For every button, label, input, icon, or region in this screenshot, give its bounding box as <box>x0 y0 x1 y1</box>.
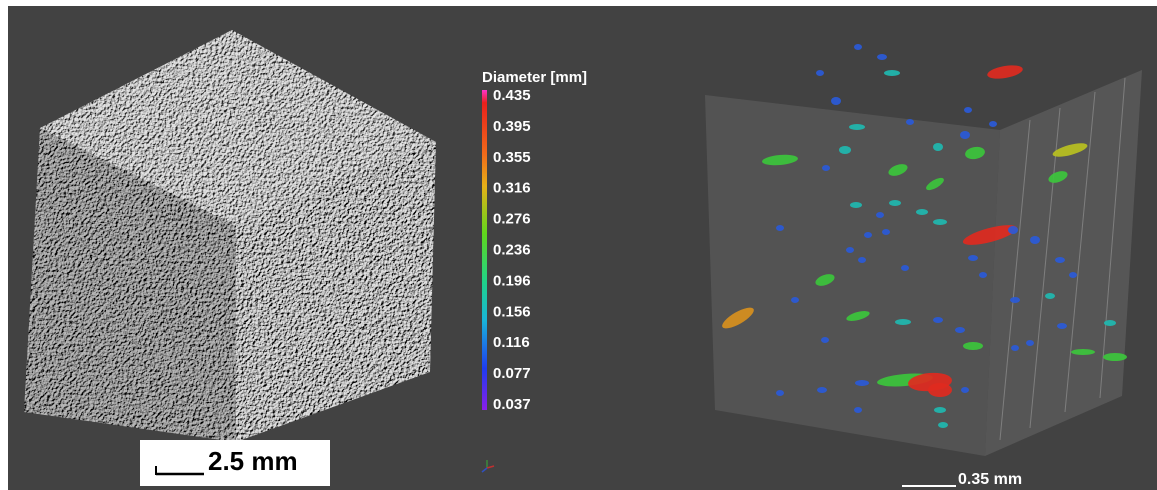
particle <box>964 107 972 113</box>
particle <box>968 255 978 261</box>
particle <box>961 387 969 393</box>
particle <box>1026 340 1034 346</box>
particle <box>1008 226 1018 234</box>
colorbar-label: 0.276 <box>493 211 531 228</box>
particle <box>933 143 943 151</box>
particle <box>884 70 900 76</box>
particle <box>822 165 830 171</box>
screenshot: 2.5 mm Diameter [mm] 0.435 0.395 0.355 0.31… <box>0 0 1157 490</box>
left-scale-bar: 2.5 mm <box>140 440 330 486</box>
particle <box>938 422 948 428</box>
particle <box>1057 323 1067 329</box>
particle <box>876 212 884 218</box>
particle <box>1011 345 1019 351</box>
particle <box>776 390 784 396</box>
particle <box>776 225 784 231</box>
colorbar-label: 0.355 <box>493 149 531 166</box>
particle <box>846 247 854 253</box>
particle <box>1071 349 1095 355</box>
colorbar-label: 0.316 <box>493 180 531 197</box>
particle <box>854 44 862 50</box>
particle <box>855 380 869 386</box>
particle <box>821 337 829 343</box>
particle <box>895 319 911 325</box>
colorbar-label: 0.037 <box>493 396 531 413</box>
colorbar-label: 0.196 <box>493 272 531 289</box>
particle <box>831 97 841 105</box>
page: 2.5 mm Diameter [mm] 0.435 0.395 0.355 0.31… <box>0 0 1157 490</box>
colorbar-label: 0.116 <box>493 334 530 351</box>
particle <box>858 257 866 263</box>
particle <box>1055 257 1065 263</box>
particle <box>928 383 952 397</box>
particle <box>791 297 799 303</box>
left-scale-label: 2.5 mm <box>208 446 298 476</box>
particle <box>933 219 947 225</box>
particle <box>1045 293 1055 299</box>
colorbar-label: 0.395 <box>493 118 531 135</box>
particle <box>877 54 887 60</box>
colorbar-label: 0.435 <box>493 87 531 104</box>
particle <box>816 70 824 76</box>
particle <box>817 387 827 393</box>
particle <box>955 327 965 333</box>
particle <box>933 317 943 323</box>
particle <box>1010 297 1020 303</box>
particle <box>864 232 872 238</box>
particle <box>906 119 914 125</box>
particle <box>916 209 928 215</box>
particle <box>854 407 862 413</box>
particle <box>882 229 890 235</box>
particle <box>963 342 983 350</box>
particle <box>1104 320 1116 326</box>
particle <box>850 202 862 208</box>
particle <box>849 124 865 130</box>
particle <box>889 200 901 206</box>
particle <box>1069 272 1077 278</box>
particle <box>960 131 970 139</box>
right-scale-label: 0.35 mm <box>958 471 1022 488</box>
particle <box>989 121 997 127</box>
particle <box>934 407 946 413</box>
colorbar-label: 0.077 <box>493 365 531 382</box>
particle <box>1103 353 1127 361</box>
particle <box>901 265 909 271</box>
colorbar-label: 0.156 <box>493 303 531 320</box>
particle <box>1030 236 1040 244</box>
colorbar-title: Diameter [mm] <box>482 69 587 86</box>
particle <box>839 146 851 154</box>
particle <box>979 272 987 278</box>
colorbar-label: 0.236 <box>493 241 531 258</box>
